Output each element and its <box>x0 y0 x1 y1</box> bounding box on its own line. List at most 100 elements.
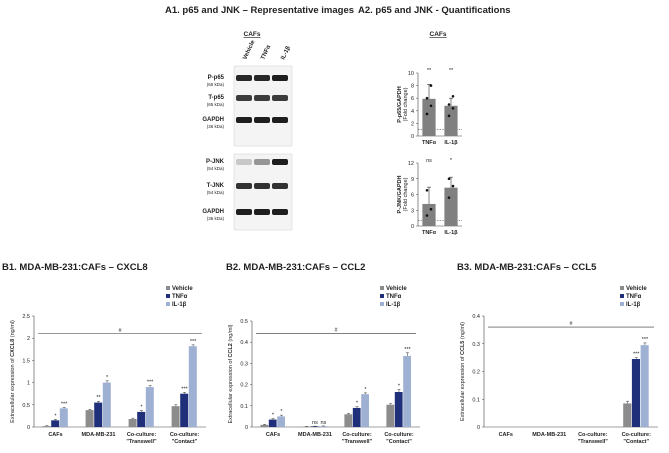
y-tick-label: 0.4 <box>472 314 480 320</box>
category-label: "Contact" <box>172 439 198 445</box>
bar-tnf <box>631 359 640 427</box>
legend-swatch <box>166 294 170 298</box>
bar-tnf <box>51 420 60 427</box>
panel-a2: A2. p65 and JNK - Quantifications CAFs <box>358 5 511 38</box>
category-label: "Transwell" <box>126 439 157 445</box>
y-tick-label: 0 <box>411 134 414 140</box>
bar-il1 <box>102 382 111 427</box>
y-tick-label: 0.1 <box>240 404 248 410</box>
chart-title: B2. MDA-MB-231:CAFs – CCL2 <box>226 262 365 273</box>
y-tick-label: 2 <box>411 121 414 127</box>
blot-band <box>236 209 252 215</box>
y-tick-label: 0.3 <box>472 342 480 348</box>
y-axis-unit: (Fold change) <box>403 177 409 211</box>
y-tick-label: 6 <box>411 96 414 102</box>
data-point <box>451 106 455 110</box>
western-blot-strips: P-p65(65 kDa)T-p65(65 kDa)GAPDH(36 kDa)P… <box>202 65 293 231</box>
lane-label-vehicle: Vehicle <box>242 39 256 61</box>
legend-label: TNFα <box>386 294 402 300</box>
blot-band <box>272 159 288 165</box>
bar-vehicle <box>344 414 353 427</box>
y-tick-label: 0 <box>477 425 480 431</box>
bar-il1 <box>640 345 649 427</box>
category-label: "Transwell" <box>342 439 373 445</box>
data-point <box>447 103 451 106</box>
panel-a2-subtitle: CAFs <box>430 31 447 38</box>
y-tick-label: 10 <box>408 71 414 77</box>
bar-vehicle <box>171 406 180 427</box>
significance-label: ** <box>449 68 454 74</box>
blot-label: GAPDH <box>202 209 224 215</box>
legend-label: TNFα <box>172 294 188 300</box>
significance-label: ** <box>427 68 432 74</box>
significance-label: * <box>140 405 143 411</box>
chart-b2-ccl2: B2. MDA-MB-231:CAFs – CCL2 0 0.1 0.2 0.3 0.4 0… <box>226 262 420 445</box>
y-tick-label: 0.5 <box>240 319 248 325</box>
y-tick-label: 8 <box>411 84 414 90</box>
bar-vehicle <box>128 419 137 427</box>
category-label: Co-culture: <box>342 432 372 438</box>
blot-band <box>236 117 252 123</box>
category-label: TNFα <box>422 140 437 146</box>
y-tick-label: 2.5 <box>22 314 30 320</box>
category-label: TNFα <box>422 230 437 236</box>
data-point <box>447 196 451 199</box>
significance-label: ** <box>96 395 101 401</box>
blot-membrane <box>233 153 293 231</box>
blot-band <box>254 183 270 189</box>
y-axis-label: Extracellular expression of CCL2 (ng/ml) <box>228 324 234 423</box>
significance-label: * <box>54 413 57 419</box>
blot-band <box>272 75 288 81</box>
category-label: CAFs <box>266 432 280 438</box>
significance-label: * <box>280 409 283 415</box>
significance-label: * <box>106 375 109 381</box>
y-tick-label: 0 <box>27 425 30 431</box>
y-tick-label: 1.5 <box>22 358 30 364</box>
legend-swatch <box>166 286 170 290</box>
legend-swatch <box>620 294 624 298</box>
y-axis-label: P-JNK/GAPDH <box>397 176 403 214</box>
y-tick-label: 6 <box>411 193 414 199</box>
data-point <box>451 95 455 98</box>
chart-b3-ccl5: B3. MDA-MB-231:CAFs – CCL5 0 0.1 0.2 0.3 0.4 E… <box>457 262 658 445</box>
bar-tnf <box>180 393 189 427</box>
y-tick-label: 0.5 <box>22 403 30 409</box>
y-tick-label: 9 <box>411 177 414 183</box>
category-label: MDA-MB-231 <box>82 432 116 438</box>
y-axis-label: P-p65/GAPDH <box>397 86 403 122</box>
y-tick-label: 3 <box>411 208 414 214</box>
data-point <box>425 96 429 100</box>
category-label: Co-culture: <box>170 432 200 438</box>
legend-swatch <box>380 302 384 306</box>
category-label: MDA-MB-231 <box>298 432 332 438</box>
bar-tnf <box>268 419 277 427</box>
bar-vehicle <box>386 404 395 427</box>
bar-tnf <box>137 411 146 427</box>
blot-band <box>236 75 252 81</box>
significance-label: *** <box>642 337 649 343</box>
chart-title: B3. MDA-MB-231:CAFs – CCL5 <box>457 262 597 273</box>
bar-vehicle <box>623 403 632 427</box>
significance-label: * <box>450 158 453 164</box>
legend-swatch <box>620 286 624 290</box>
y-tick-label: 0.4 <box>240 340 248 346</box>
y-tick-label: 0.3 <box>240 361 248 367</box>
data-point <box>425 112 429 116</box>
significance-label: ns <box>320 420 326 426</box>
legend-label: IL-1β <box>386 302 401 308</box>
lane-label-tnf: TNFα <box>260 44 272 61</box>
significance-label: *** <box>181 386 188 392</box>
bar-il1 <box>188 346 197 427</box>
bar-il1 <box>361 394 369 427</box>
blot-band <box>236 95 252 101</box>
category-label: "Transwell" <box>578 439 609 445</box>
y-tick-label: 0.1 <box>472 397 480 403</box>
significance-label: *** <box>404 347 411 353</box>
y-axis-label: Extracellular expression of CCL5 (ng/ml) <box>460 322 466 421</box>
quant-bar <box>444 187 458 226</box>
legend-label: Vehicle <box>386 286 407 292</box>
chart-title: B1. MDA-MB-231:CAFs – CXCL8 <box>2 262 148 273</box>
blot-band <box>272 117 288 123</box>
data-point <box>425 189 429 192</box>
